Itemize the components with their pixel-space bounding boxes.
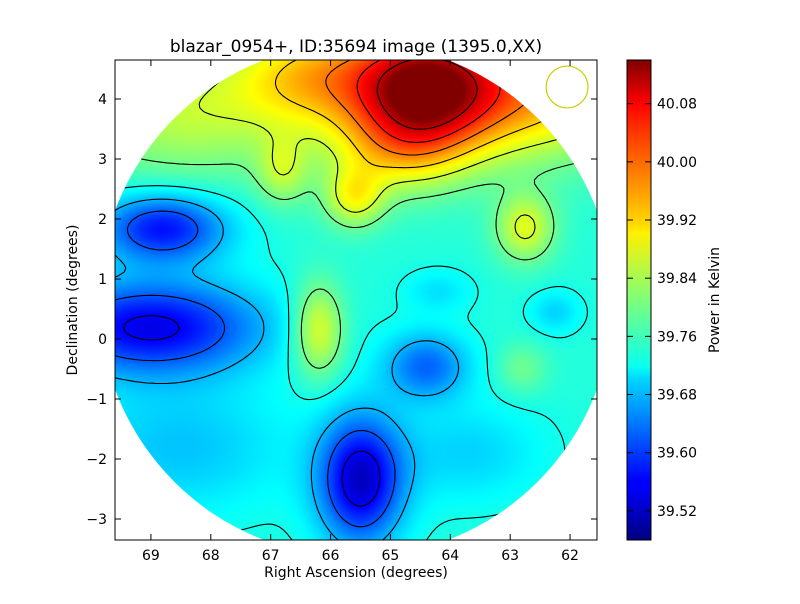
contour-line <box>115 198 460 540</box>
y-axis-ticks: −3 −2 −1 0 1 2 3 4 <box>86 92 597 528</box>
x-tick-label: 68 <box>202 548 220 564</box>
contour-line <box>122 315 381 507</box>
colorbar-tick-label: 39.52 <box>657 504 697 520</box>
colorbar-tick-label: 39.60 <box>657 446 697 462</box>
colorbar-tick-label: 39.92 <box>657 213 697 229</box>
y-tick-label: −1 <box>86 392 107 408</box>
y-tick-label: 2 <box>98 212 107 228</box>
colorbar-label: Power in Kelvin <box>707 247 723 353</box>
beam-marker <box>545 65 589 109</box>
colorbar-tick-label: 40.08 <box>657 97 697 113</box>
plot-content <box>115 60 597 540</box>
x-tick-label: 66 <box>322 548 340 564</box>
x-tick-label: 65 <box>382 548 400 564</box>
y-tick-label: 4 <box>98 92 107 108</box>
contour-line <box>115 210 396 528</box>
colorbar-tick-label: 39.76 <box>657 329 697 345</box>
y-tick-label: 3 <box>98 152 107 168</box>
contour-line <box>376 60 478 130</box>
y-tick-label: 0 <box>98 332 107 348</box>
y-tick-label: −2 <box>86 452 107 468</box>
contour-lines <box>115 60 597 540</box>
y-tick-label: 1 <box>98 272 107 288</box>
x-axis-label: Right Ascension (degrees) <box>264 565 448 581</box>
colorbar-tick-label: 39.68 <box>657 388 697 404</box>
colorbar-tick-label: 39.84 <box>657 271 697 287</box>
colorbar-tick-label: 40.00 <box>657 155 697 171</box>
x-tick-label: 64 <box>441 548 459 564</box>
colorbar <box>626 59 652 541</box>
y-tick-label: −3 <box>86 512 107 528</box>
x-tick-label: 63 <box>501 548 519 564</box>
chart-title: blazar_0954+, ID:35694 image (1395.0,XX) <box>170 37 542 57</box>
y-axis-label: Declination (degrees) <box>65 225 81 376</box>
x-axis-ticks: 69 68 67 66 65 64 63 62 <box>142 60 579 564</box>
colorbar-ticks: 39.52 39.60 39.68 39.76 39.84 39.92 40.00 40.08 <box>627 97 697 520</box>
x-tick-label: 62 <box>561 548 579 564</box>
heatmap-image <box>115 60 597 540</box>
x-tick-label: 67 <box>262 548 280 564</box>
plot-frame <box>114 59 598 541</box>
x-tick-label: 69 <box>142 548 160 564</box>
